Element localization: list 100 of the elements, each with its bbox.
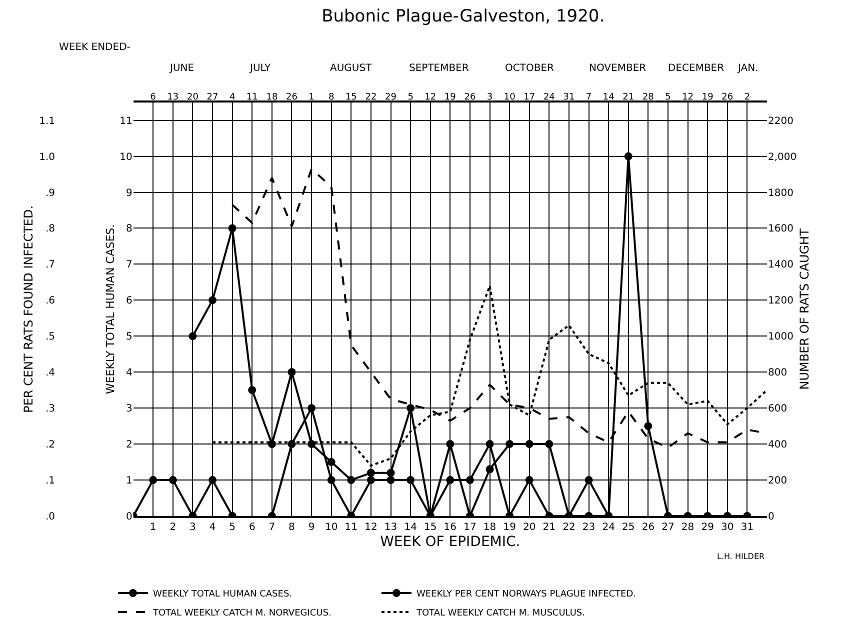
y2-tick-label: 4 (126, 368, 132, 379)
y-tick-label: .4 (45, 368, 55, 379)
x-tick-label: 2 (170, 522, 176, 533)
x-tick-label: 6 (248, 522, 256, 533)
x2-tick-label: 26 (722, 92, 734, 103)
x-tick-label: 4 (209, 522, 216, 533)
x2-tick-label: 28 (642, 92, 654, 103)
x2-tick-label: 29 (385, 92, 397, 103)
y3-tick-label: 2,000 (768, 152, 797, 163)
x2-tick-label: 5 (408, 92, 414, 103)
legend-label: WEEKLY TOTAL HUMAN CASES. (152, 590, 292, 600)
y3-tick-label: 1000 (768, 332, 794, 343)
x-axis-title: WEEK OF EPIDEMIC. (380, 534, 520, 550)
x2-tick-label: 3 (486, 92, 493, 103)
x2-tick-label: 17 (524, 92, 536, 103)
x2-tick-label: 6 (150, 92, 156, 103)
y2-tick-label: 5 (126, 332, 132, 343)
legend-label: TOTAL WEEKLY CATCH M. NORVEGICUS. (152, 608, 332, 619)
y2-axis-title: WEEKLY TOTAL HUMAN CASES. (104, 224, 118, 394)
x-tick-label: 9 (308, 522, 315, 533)
x2-tick-label: 7 (586, 92, 592, 103)
x2-tick-label: 11 (246, 92, 258, 103)
x2-tick-label: 13 (167, 92, 179, 103)
x-tick-label: 16 (444, 522, 457, 533)
y2-tick-label: 9 (126, 188, 132, 199)
y2-tick-label: 10 (120, 152, 132, 163)
y2-tick-label: 2 (126, 440, 132, 451)
y-tick-label: .7 (45, 260, 55, 271)
y3-tick-label: 600 (768, 404, 788, 415)
x2-tick-label: 22 (365, 92, 377, 103)
x2-tick-label: 1 (308, 92, 314, 103)
y3-tick-label: 1800 (768, 188, 794, 199)
x-tick-label: 24 (602, 522, 615, 533)
legend-label: WEEKLY PER CENT NORWAYS PLAGUE INFECTED. (416, 590, 636, 600)
x2-tick-label: 4 (229, 92, 236, 103)
x-tick-label: 26 (642, 522, 655, 533)
x2-axis-title: WEEK ENDED- (59, 42, 131, 53)
y3-tick-label: 400 (768, 440, 788, 451)
x-tick-label: 29 (701, 522, 714, 533)
text: OCTOBER (505, 63, 554, 74)
y-tick-label: .3 (45, 404, 55, 415)
x2-tick-label: 26 (464, 92, 476, 103)
y3-tick-label: 200 (768, 476, 788, 487)
y2-tick-label: 0 (126, 512, 132, 522)
y2-tick-label: 1 (126, 476, 132, 487)
y-tick-label: .0 (45, 512, 55, 522)
y-tick-label: .9 (45, 188, 55, 199)
x2-tick-label: 19 (444, 92, 456, 103)
legend-label: TOTAL WEEKLY CATCH M. MUSCULUS. (415, 608, 586, 619)
x2-tick-label: 19 (702, 92, 714, 103)
x-tick-label: 19 (503, 522, 516, 533)
y2-tick-label: 3 (126, 404, 132, 415)
y2-tick-label: 7 (126, 260, 132, 271)
text: AUGUST (330, 63, 373, 74)
x-tick-label: 23 (582, 522, 596, 533)
y2-tick-label: 6 (126, 296, 132, 307)
x-tick-label: 27 (662, 522, 674, 533)
x2-tick-label: 12 (682, 92, 694, 103)
text: JAN. (737, 63, 758, 74)
x-tick-label: 8 (288, 522, 295, 533)
x2-tick-label: 14 (602, 92, 615, 103)
y-tick-label: .1 (45, 476, 55, 487)
x-tick-label: 13 (384, 522, 398, 533)
y3-tick-label: 1400 (768, 260, 794, 271)
x-tick-label: 31 (740, 522, 754, 533)
x2-tick-label: 18 (266, 92, 278, 103)
y3-tick-label: 1200 (768, 296, 794, 307)
x-tick-label: 21 (542, 522, 556, 533)
x2-tick-label: 26 (286, 92, 298, 103)
x2-tick-label: 8 (328, 92, 334, 103)
text: L.H. HILDER (717, 552, 766, 561)
text: SEPTEMBER (409, 63, 469, 74)
x2-tick-label: 31 (563, 92, 575, 103)
text: JULY (249, 63, 272, 74)
x-tick-label: 5 (229, 522, 236, 533)
chart-title: Bubonic Plague-Galveston, 1920. (322, 6, 605, 26)
x-tick-label: 18 (483, 522, 496, 533)
x-tick-label: 11 (344, 522, 358, 533)
x2-tick-label: 2 (744, 92, 750, 103)
y-tick-label: 1.0 (39, 152, 55, 163)
y-tick-label: 1.1 (39, 116, 55, 127)
y3-tick-label: 2200 (768, 116, 794, 127)
x-tick-label: 20 (523, 522, 536, 533)
x2-tick-label: 15 (345, 92, 357, 103)
y-tick-label: .8 (45, 224, 55, 235)
x-tick-label: 28 (681, 522, 694, 533)
x-tick-label: 15 (424, 522, 437, 533)
x-tick-label: 25 (622, 522, 635, 533)
y-tick-label: .6 (45, 296, 55, 307)
x-tick-label: 30 (721, 522, 734, 533)
text: NOVEMBER (589, 63, 646, 74)
text: JUNE (169, 63, 194, 74)
y2-tick-label: 11 (120, 116, 132, 127)
y3-tick-label: 0 (768, 512, 774, 522)
x2-tick-label: 10 (504, 92, 516, 103)
x-tick-label: 3 (190, 522, 196, 533)
x2-tick-label: 21 (622, 92, 634, 103)
x-tick-label: 22 (562, 522, 576, 533)
x2-tick-label: 12 (424, 92, 436, 103)
x-tick-label: 1 (150, 522, 156, 533)
